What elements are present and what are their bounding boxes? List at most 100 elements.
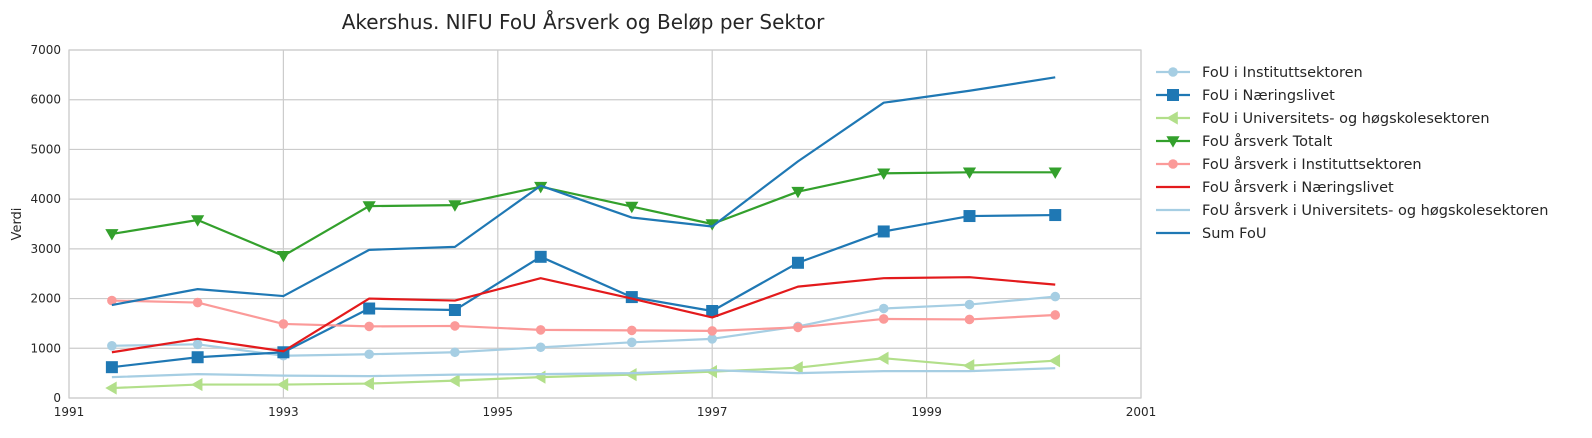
y-tick-label: 6000 (30, 93, 61, 107)
y-tick-label: 5000 (30, 142, 61, 156)
series-line (111, 76, 1056, 307)
data-point (192, 339, 203, 350)
series-line (111, 357, 1056, 390)
legend-label: FoU årsverk i Instituttsektoren (1202, 156, 1422, 173)
data-point (791, 361, 803, 375)
data-point (791, 256, 804, 269)
data-point (1168, 159, 1178, 169)
y-axis-ticks: 0 1000 2000 3000 4000 5000 6000 7000 (30, 43, 61, 405)
data-point (534, 181, 548, 194)
series-line (111, 171, 1056, 257)
data-point (448, 200, 462, 212)
data-point (878, 314, 889, 324)
data-point (535, 342, 546, 353)
data-point (1166, 136, 1180, 148)
data-point (791, 186, 805, 199)
data-point (364, 349, 374, 360)
data-point (107, 341, 117, 351)
data-point (535, 325, 546, 335)
y-tick-label: 0 (53, 391, 61, 405)
legend-entry: Sum FoU (1156, 226, 1266, 242)
data-point (878, 303, 889, 314)
series-group (105, 76, 1062, 395)
data-point (450, 347, 460, 358)
legend-entry: FoU årsverk i Instituttsektoren (1156, 156, 1422, 173)
data-point (362, 376, 374, 391)
data-point (877, 351, 889, 365)
data-point (450, 321, 460, 331)
data-point (705, 219, 719, 231)
legend-entry: FoU i Næringslivet (1156, 88, 1335, 104)
data-point (627, 325, 637, 336)
data-point (1050, 291, 1061, 302)
series-7 (111, 76, 1056, 307)
data-point (707, 326, 717, 336)
legend-entry: FoU årsverk Totalt (1156, 133, 1333, 150)
legend-entry: FoU årsverk i Universitets- og høgskoles… (1156, 202, 1548, 219)
data-point (706, 305, 719, 317)
data-point (448, 304, 461, 317)
legend-label: FoU i Næringslivet (1202, 88, 1335, 104)
data-point (705, 365, 717, 379)
data-point (192, 297, 203, 308)
data-point (625, 368, 637, 382)
data-point (1048, 167, 1062, 179)
data-point (364, 321, 374, 332)
data-point (276, 251, 290, 263)
x-tick-label: 1997 (697, 405, 728, 419)
x-tick-label: 1999 (911, 405, 942, 419)
y-tick-label: 2000 (30, 292, 61, 306)
series-4 (107, 295, 1061, 336)
data-point (964, 314, 975, 325)
data-point (105, 229, 119, 241)
legend-label: FoU årsverk i Universitets- og høgskoles… (1202, 202, 1548, 219)
series-6 (111, 367, 1056, 379)
y-axis-label: Verdi (10, 208, 25, 241)
data-point (877, 168, 891, 180)
legend-entry: FoU årsverk i Næringslivet (1156, 179, 1394, 196)
plot-frame (68, 49, 1142, 399)
series-5 (111, 276, 1056, 354)
series-3 (105, 167, 1062, 263)
data-point (1168, 67, 1178, 77)
data-point (964, 299, 975, 310)
data-point (877, 225, 890, 238)
data-point (448, 374, 460, 388)
x-tick-label: 1995 (483, 405, 514, 419)
data-point (191, 351, 204, 364)
data-point (105, 361, 118, 374)
data-point (191, 215, 205, 227)
legend-entry: FoU i Instituttsektoren (1156, 65, 1363, 81)
x-axis-ticks: 1991 1993 1995 1997 1999 2001 (54, 405, 1157, 419)
data-point (191, 377, 203, 392)
data-point (625, 201, 639, 214)
data-point (962, 359, 975, 373)
data-point (363, 302, 376, 315)
data-point (1050, 310, 1061, 320)
y-tick-label: 3000 (30, 242, 61, 256)
legend-label: FoU årsverk Totalt (1202, 133, 1333, 150)
x-tick-label: 2001 (1126, 405, 1157, 419)
data-point (278, 319, 289, 329)
data-point (962, 167, 977, 179)
legend-label: FoU årsverk i Næringslivet (1202, 179, 1394, 196)
series-line (111, 213, 1056, 369)
series-line (111, 276, 1056, 354)
data-point (1166, 111, 1178, 125)
data-point (1048, 354, 1061, 368)
data-point (107, 295, 117, 306)
data-point (707, 334, 717, 344)
x-tick-label: 1991 (54, 405, 85, 419)
data-point (534, 370, 546, 384)
legend: FoU i Instituttsektoren FoU i Næringslive… (1156, 65, 1548, 242)
series-0 (107, 291, 1061, 361)
legend-entry: FoU i Universitets- og høgskolesektoren (1156, 111, 1490, 127)
data-point (276, 377, 289, 392)
legend-label: FoU i Instituttsektoren (1202, 65, 1363, 81)
data-point (534, 250, 547, 263)
y-tick-label: 7000 (30, 43, 61, 57)
y-tick-label: 1000 (30, 341, 61, 355)
data-point (793, 322, 803, 333)
data-point (627, 337, 637, 348)
